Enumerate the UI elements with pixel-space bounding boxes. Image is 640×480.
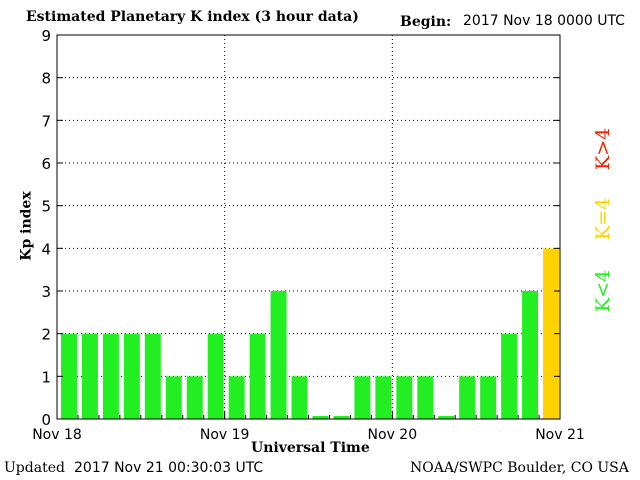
x-tick-label: Nov 20: [368, 427, 418, 443]
begin-value: 2017 Nov 18 0000 UTC: [463, 13, 625, 29]
x-ticks: Nov 18 Nov 19 Nov 20 Nov 21: [32, 411, 585, 443]
x-tick-label: Nov 18: [32, 427, 82, 443]
bar: [249, 333, 266, 419]
y-tick-label: 3: [41, 283, 51, 301]
bar: [333, 416, 350, 419]
bar: [123, 333, 140, 419]
bar: [522, 291, 539, 419]
y-tick-label: 6: [41, 155, 51, 173]
updated-label: Updated: [4, 460, 65, 476]
bar: [165, 376, 182, 419]
bar: [291, 376, 308, 419]
bar: [144, 333, 161, 419]
x-tick-label: Nov 21: [535, 427, 585, 443]
bar: [186, 376, 203, 419]
chart-title: Estimated Planetary K index (3 hour data…: [26, 9, 359, 25]
bar: [480, 376, 497, 419]
bar: [61, 333, 77, 419]
bar: [102, 333, 119, 419]
y-tick-label: 5: [41, 198, 51, 216]
y-ticks: 0 1 2 3 4 5 6 7 8 9: [41, 27, 560, 429]
bar: [270, 291, 287, 419]
bar: [312, 416, 329, 419]
bar: [81, 333, 98, 419]
bars: [61, 248, 559, 419]
y-tick-label: 4: [41, 240, 51, 258]
y-tick-label: 7: [41, 112, 51, 130]
grid-lines: [57, 34, 560, 419]
x-axis-label: Universal Time: [251, 440, 370, 456]
updated-value: 2017 Nov 21 00:30:03 UTC: [74, 460, 264, 476]
bar: [501, 333, 518, 419]
bar: [375, 376, 392, 419]
y-tick-label: 2: [41, 326, 51, 344]
bar: [438, 416, 455, 419]
source-credit: NOAA/SWPC Boulder, CO USA: [410, 460, 629, 476]
x-tick-label: Nov 19: [200, 427, 250, 443]
bar: [354, 376, 371, 419]
bar: [228, 376, 245, 419]
bar: [417, 376, 434, 419]
y-tick-label: 1: [41, 368, 51, 386]
bar: [459, 376, 476, 419]
y-tick-label: 9: [41, 27, 51, 45]
begin-label: Begin:: [400, 14, 452, 30]
bar: [396, 376, 413, 419]
bar: [207, 333, 224, 419]
y-tick-label: 0: [41, 411, 51, 429]
y-tick-label: 8: [41, 70, 51, 88]
